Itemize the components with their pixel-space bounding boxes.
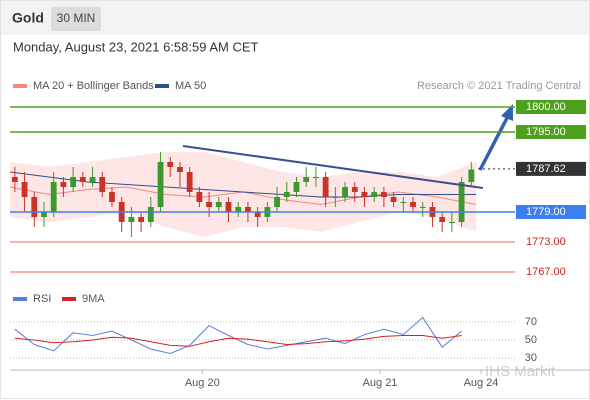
- legend-swatch: [155, 84, 169, 88]
- level-label: 1800.00: [526, 101, 566, 113]
- candle-body: [167, 162, 174, 167]
- candle-body: [419, 207, 426, 208]
- candle-body: [138, 217, 145, 222]
- candle-body: [458, 182, 465, 222]
- candle-body: [283, 192, 290, 197]
- x-tick-label: Aug 20: [185, 377, 220, 389]
- legend-label: MA 50: [175, 80, 206, 92]
- level-label: 1767.00: [526, 266, 566, 278]
- rsi-tick-label: 30: [525, 352, 537, 364]
- rsi-tick-label: 70: [525, 316, 537, 328]
- legend-swatch: [62, 297, 76, 301]
- legend-label: MA 20 + Bollinger Bands: [33, 80, 154, 92]
- candle-body: [390, 197, 397, 202]
- candle-body: [448, 222, 455, 223]
- trend-line: [182, 145, 484, 189]
- candle-body: [177, 167, 183, 172]
- level-label: 1787.62: [526, 163, 566, 175]
- candle-body: [109, 192, 115, 202]
- candle-body: [186, 172, 193, 192]
- level-label: 1795.00: [526, 126, 566, 138]
- candle-body: [361, 192, 368, 197]
- rsi-tick-label: 50: [525, 334, 537, 346]
- candle-body: [89, 177, 96, 182]
- x-tick-label: Aug 21: [363, 377, 398, 389]
- candle-body: [439, 217, 446, 222]
- candle-body: [274, 197, 280, 207]
- level-label: 1773.00: [526, 236, 566, 248]
- legend-swatch: [13, 297, 27, 301]
- level-box: [516, 205, 586, 219]
- candle-body: [410, 202, 416, 207]
- level-box: [516, 161, 586, 176]
- level-label: 1779.00: [526, 206, 566, 218]
- candle-body: [41, 212, 47, 217]
- candle-body: [99, 177, 106, 192]
- candle-body: [21, 182, 28, 197]
- candle-body: [128, 217, 135, 222]
- legend-swatch: [13, 84, 27, 88]
- candle-body: [400, 202, 407, 203]
- candle-body: [79, 177, 86, 182]
- candle-body: [225, 202, 232, 212]
- x-tick-label: Aug 24: [464, 377, 499, 389]
- candle-body: [11, 177, 18, 182]
- rsi-line: [14, 335, 462, 347]
- candle-body: [50, 182, 57, 212]
- candle-body: [235, 207, 242, 212]
- candle-body: [196, 192, 203, 202]
- candle-body: [342, 187, 348, 197]
- bollinger-band: [10, 152, 477, 237]
- candle-body: [371, 192, 378, 197]
- candle-body: [70, 177, 77, 187]
- watermark: IHS Markit: [485, 363, 556, 380]
- level-box: [516, 100, 586, 114]
- rsi-line: [14, 316, 462, 355]
- interval-box[interactable]: [51, 7, 101, 31]
- candle-body: [245, 207, 251, 212]
- credit: Research © 2021 Trading Central: [417, 80, 581, 92]
- candle-body: [60, 182, 67, 187]
- legend-label: RSI: [33, 293, 51, 305]
- candle-body: [293, 182, 300, 192]
- candle-body: [157, 162, 164, 207]
- interval[interactable]: 30 MIN: [57, 11, 96, 25]
- timestamp: Monday, August 23, 2021 6:58:59 AM CET: [13, 39, 259, 54]
- candle-body: [206, 202, 212, 207]
- symbol: Gold: [12, 10, 44, 26]
- candle-body: [322, 177, 329, 197]
- candle-body: [254, 212, 261, 217]
- candle-body: [215, 202, 222, 207]
- legend-label: 9MA: [82, 293, 105, 305]
- level-box: [516, 125, 586, 139]
- arrow-head: [501, 104, 513, 121]
- arrow-shaft: [478, 117, 509, 171]
- candle-body: [351, 187, 358, 192]
- candle-body: [303, 177, 310, 182]
- candle-body: [147, 207, 154, 222]
- candle-body: [313, 177, 319, 178]
- candle-body: [380, 192, 387, 197]
- candle-body: [31, 197, 38, 217]
- candle-body: [468, 169, 475, 182]
- candle-body: [332, 197, 339, 198]
- ma50-line: [9, 171, 477, 198]
